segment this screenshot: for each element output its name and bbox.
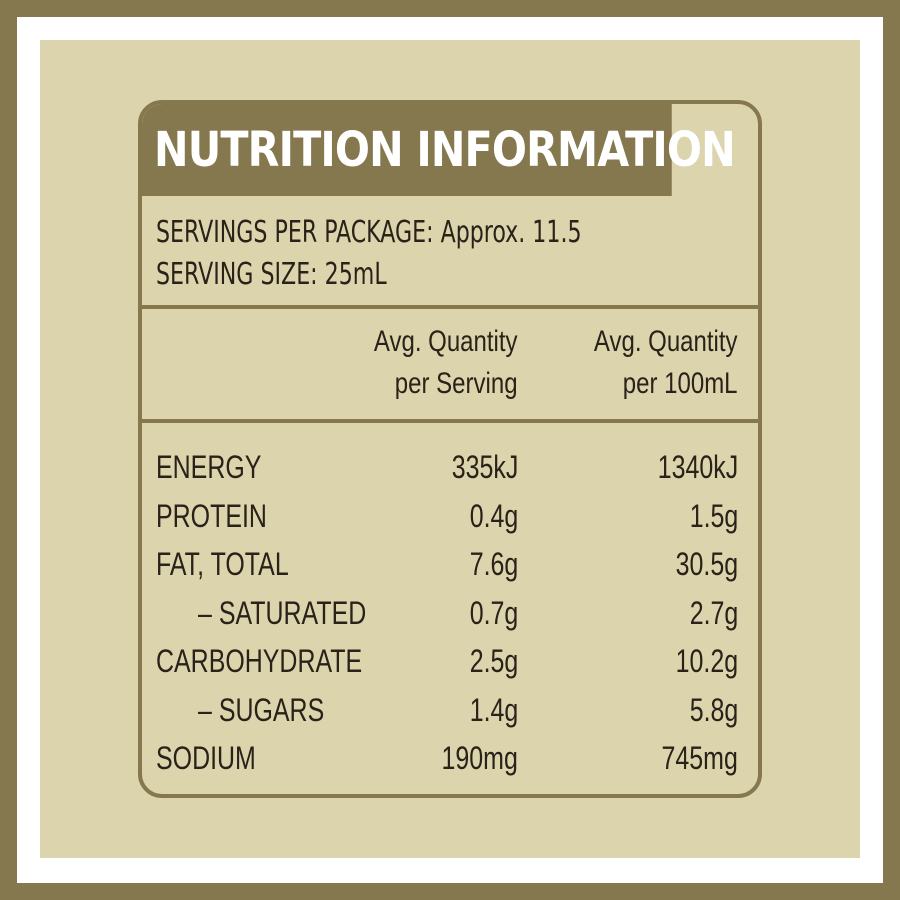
- row-saturated: – SATURATED 0.7g 2.7g: [142, 589, 758, 638]
- nutrient-name: – SATURATED: [198, 594, 367, 631]
- per-serving-value: 0.4g: [469, 497, 518, 534]
- nutrient-name: PROTEIN: [156, 497, 267, 534]
- per-serving-value: 1.4g: [469, 691, 518, 728]
- column-headers: Avg. Quantity per Serving Avg. Quantity …: [142, 309, 758, 423]
- per-serving-value: 2.5g: [469, 643, 518, 679]
- per-serving-value: 0.7g: [469, 594, 518, 631]
- nutrient-rows: ENERGY 335kJ 1340kJ PROTEIN 0.4g 1.5g FA…: [142, 423, 758, 783]
- per-100ml-value: 10.2g: [675, 643, 738, 679]
- per-100ml-value: 5.8g: [689, 691, 738, 728]
- serving-size: SERVING SIZE: 25mL: [156, 257, 387, 292]
- row-sugars: – SUGARS 1.4g 5.8g: [142, 686, 758, 735]
- panel-title: NUTRITION INFORMATION: [142, 104, 736, 196]
- header-per-serving-line2: per Serving: [395, 367, 518, 400]
- nutrient-name: SODIUM: [156, 740, 256, 776]
- per-serving-value: 190mg: [441, 740, 518, 776]
- per-serving-value: 335kJ: [451, 449, 518, 485]
- per-100ml-value: 30.5g: [675, 546, 738, 582]
- header-per-serving: Avg. Quantity per Serving: [374, 321, 518, 405]
- servings-per-package: SERVINGS PER PACKAGE: Approx. 11.5: [156, 215, 582, 250]
- per-serving-value: 7.6g: [469, 546, 518, 582]
- per-100ml-value: 1.5g: [689, 497, 738, 534]
- row-energy: ENERGY 335kJ 1340kJ: [142, 443, 758, 492]
- nutrition-panel: NUTRITION INFORMATION SERVINGS PER PACKA…: [138, 100, 762, 798]
- row-sodium: SODIUM 190mg 745mg: [142, 734, 758, 783]
- row-fat-total: FAT, TOTAL 7.6g 30.5g: [142, 540, 758, 589]
- header-per-100ml-line2: per 100mL: [623, 367, 738, 400]
- serving-info: SERVINGS PER PACKAGE: Approx. 11.5 SERVI…: [142, 196, 758, 309]
- per-100ml-value: 745mg: [661, 740, 738, 776]
- nutrient-name: FAT, TOTAL: [156, 546, 289, 582]
- nutrient-name: – SUGARS: [198, 691, 325, 728]
- row-carbohydrate: CARBOHYDRATE 2.5g 10.2g: [142, 637, 758, 686]
- row-protein: PROTEIN 0.4g 1.5g: [142, 492, 758, 541]
- header-per-100ml-line1: Avg. Quantity: [594, 325, 738, 358]
- header-per-serving-line1: Avg. Quantity: [374, 325, 518, 358]
- per-100ml-value: 1340kJ: [657, 449, 738, 485]
- per-100ml-value: 2.7g: [689, 594, 738, 631]
- nutrient-name: CARBOHYDRATE: [156, 643, 363, 679]
- header-per-100ml: Avg. Quantity per 100mL: [594, 321, 738, 405]
- nutrient-name: ENERGY: [156, 449, 262, 485]
